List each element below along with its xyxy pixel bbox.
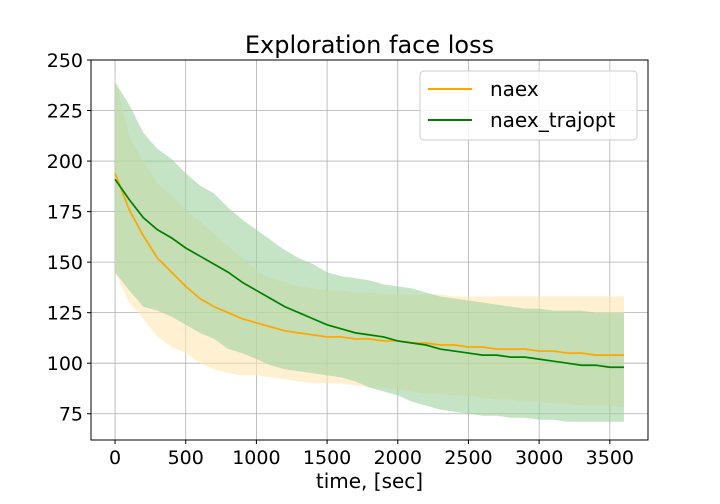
axis-ticks: 0 500 1000 1500 2000 2500 3000 3500 75 100 125 150 1… xyxy=(47,50,634,469)
x-tick-label: 3500 xyxy=(586,447,634,469)
legend: naex naex_trajopt xyxy=(419,70,638,141)
plot-frame xyxy=(90,59,649,441)
chart-title: Exploration face loss xyxy=(245,31,494,59)
legend-label-naex: naex xyxy=(490,77,539,101)
line-naex xyxy=(114,172,624,356)
x-tick-label: 0 xyxy=(109,447,121,469)
legend-box xyxy=(419,70,638,141)
band-naex-trajopt xyxy=(115,82,624,422)
y-tick-label: 125 xyxy=(47,303,83,325)
y-tick-label: 175 xyxy=(47,202,83,224)
y-tick-label: 150 xyxy=(47,252,83,274)
legend-label-naex-trajopt: naex_trajopt xyxy=(490,108,616,132)
y-tick-label: 200 xyxy=(47,151,83,173)
x-tick-label: 1000 xyxy=(232,447,280,469)
y-tick-label: 75 xyxy=(59,404,83,426)
x-tick-label: 3000 xyxy=(515,447,563,469)
x-tick-label: 2500 xyxy=(444,447,492,469)
y-tick-label: 225 xyxy=(47,101,83,123)
x-tick-label: 1500 xyxy=(303,447,351,469)
line-naex-trajopt xyxy=(114,178,624,369)
y-tick-label: 250 xyxy=(47,50,83,72)
x-tick-label: 2000 xyxy=(374,447,422,469)
y-tick-label: 100 xyxy=(47,353,83,375)
x-tick-label: 500 xyxy=(168,447,204,469)
series-lines xyxy=(114,172,624,369)
x-axis-label: time, [sec] xyxy=(316,469,423,493)
confidence-bands xyxy=(115,78,624,422)
